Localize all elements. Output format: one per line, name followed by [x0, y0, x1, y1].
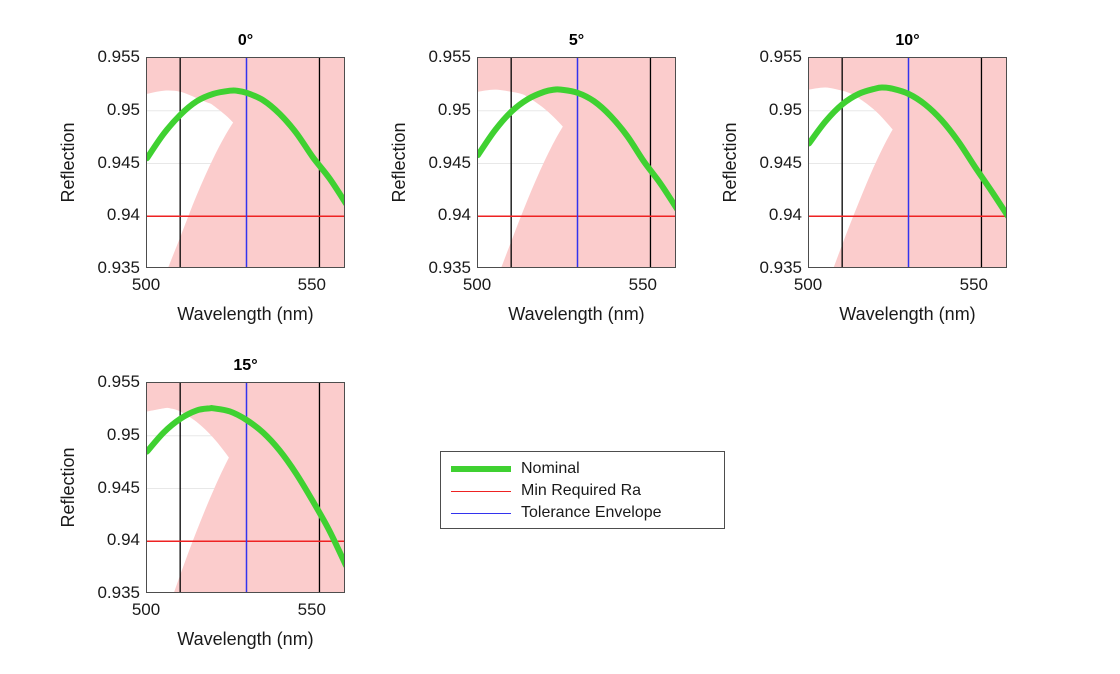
x-tick-label: 550: [297, 600, 327, 619]
y-tick-label: 0.95: [106, 424, 140, 444]
y-tick-label: 0.955: [759, 47, 802, 66]
x-tick-label: 500: [131, 275, 161, 294]
plot-svg: [478, 58, 675, 267]
plot-svg: [147, 383, 344, 592]
y-tick-label: 0.945: [428, 152, 471, 172]
y-tick-label: 0.935: [759, 258, 802, 277]
y-tick-label: 0.935: [428, 258, 471, 277]
y-tick-label: 0.935: [97, 583, 140, 602]
y-tick-label: 0.955: [97, 47, 140, 66]
plot-svg: [147, 58, 344, 267]
y-tick-label: 0.94: [768, 205, 802, 225]
tolerance-envelope-lower-fill: [174, 418, 344, 592]
legend: Nominal Min Required Ra Tolerance Envelope: [440, 451, 725, 529]
x-tick-label: 500: [131, 600, 161, 619]
x-axis-label: Wavelength (nm): [177, 629, 314, 649]
subplot-title: 0°: [237, 32, 254, 49]
y-tick-label: 0.94: [437, 205, 471, 225]
y-tick-label: 0.95: [768, 99, 802, 119]
x-tick-label: 550: [959, 275, 989, 294]
plot-area: [808, 57, 1007, 268]
x-tick-label: 550: [297, 275, 327, 294]
legend-item-nominal[interactable]: Nominal: [451, 458, 580, 480]
y-tick-label: 0.945: [759, 152, 802, 172]
y-axis-label: Reflection: [58, 447, 78, 528]
subplot-title: 15°: [233, 357, 258, 374]
legend-item-tolerance-envelope[interactable]: Tolerance Envelope: [451, 502, 662, 524]
legend-label: Tolerance Envelope: [521, 504, 662, 521]
plot-area: [477, 57, 676, 268]
plot-area: [146, 382, 345, 593]
legend-label: Min Required Ra: [521, 482, 642, 499]
nominal-curve: [147, 87, 344, 206]
y-tick-label: 0.955: [428, 47, 471, 66]
y-tick-label: 0.945: [97, 152, 140, 172]
x-axis-label: Wavelength (nm): [177, 304, 314, 324]
subplot-title: 10°: [895, 32, 920, 49]
legend-swatch-tolerance-envelope: [451, 512, 511, 514]
tolerance-envelope-lower-fill: [833, 88, 1006, 267]
legend-item-min-required-ra[interactable]: Min Required Ra: [451, 480, 641, 502]
y-tick-label: 0.945: [97, 477, 140, 497]
plot-area: [146, 57, 345, 268]
y-tick-label: 0.935: [97, 258, 140, 277]
nominal-curve: [147, 404, 344, 568]
legend-swatch-nominal: [451, 466, 511, 472]
y-tick-label: 0.94: [106, 205, 140, 225]
x-tick-label: 550: [628, 275, 658, 294]
x-tick-label: 500: [462, 275, 492, 294]
tolerance-envelope-lower-fill: [501, 89, 675, 267]
legend-label: Nominal: [521, 460, 580, 477]
nominal-curve: [478, 86, 675, 212]
y-tick-label: 0.95: [106, 99, 140, 119]
x-tick-label: 500: [793, 275, 823, 294]
y-tick-label: 0.95: [437, 99, 471, 119]
x-axis-label: Wavelength (nm): [839, 304, 976, 324]
y-tick-label: 0.955: [97, 372, 140, 391]
x-axis-label: Wavelength (nm): [508, 304, 645, 324]
subplot-title: 5°: [568, 32, 585, 49]
y-tick-label: 0.94: [106, 530, 140, 550]
nominal-curve: [809, 84, 1006, 219]
plot-svg: [809, 58, 1006, 267]
legend-swatch-min-required-ra: [451, 490, 511, 492]
